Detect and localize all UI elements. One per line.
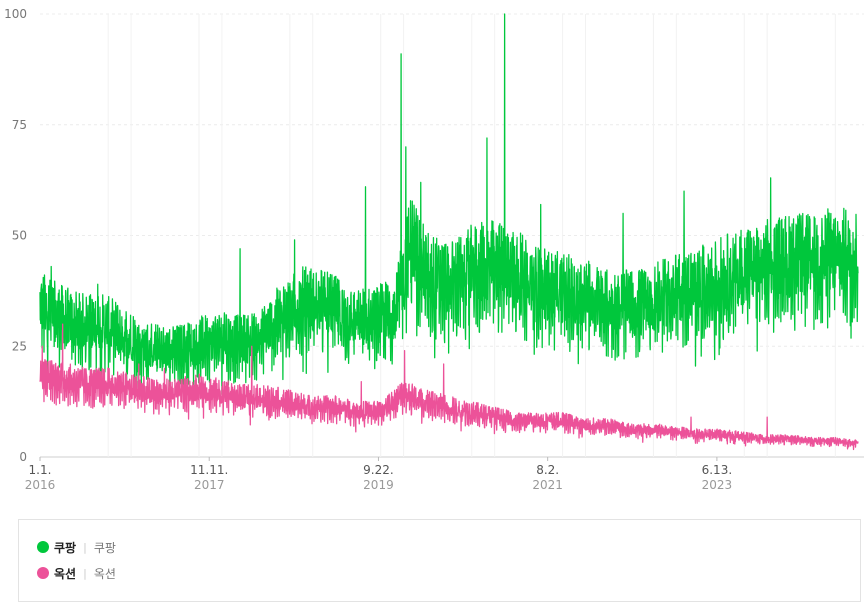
legend-separator: | <box>83 540 87 554</box>
legend-label: 옥션 <box>54 566 77 581</box>
series-line-coupang <box>39 13 859 397</box>
legend-label: 쿠팡 <box>54 540 77 555</box>
x-tick-label: 9.22. <box>363 463 394 477</box>
legend-sublabel: 옥션 <box>93 566 116 581</box>
legend-dot-icon <box>37 567 49 579</box>
x-tick-year-label: 2023 <box>702 478 733 492</box>
x-axis-ticks: 1.1.2016 11.11.2017 9.22.2019 8.2.2021 6.13.… <box>25 457 732 492</box>
y-axis-ticks: 0 25 50 75 100 <box>4 7 27 464</box>
y-tick-label: 0 <box>19 450 27 464</box>
legend: 쿠팡 | 쿠팡 옥션 | 옥션 <box>18 519 861 602</box>
y-tick-label: 50 <box>12 229 27 243</box>
y-tick-label: 75 <box>12 118 27 132</box>
legend-item-auction[interactable]: 옥션 | 옥션 <box>37 563 116 583</box>
legend-item-coupang[interactable]: 쿠팡 | 쿠팡 <box>37 537 116 557</box>
y-tick-label: 25 <box>12 339 27 353</box>
x-tick-label: 6.13. <box>702 463 733 477</box>
x-tick-year-label: 2016 <box>25 478 56 492</box>
line-chart: 0 25 50 75 100 1.1.2016 11.11.2017 9.22.2019 8.… <box>4 7 864 492</box>
x-tick-label: 1.1. <box>29 463 52 477</box>
x-tick-year-label: 2017 <box>194 478 225 492</box>
legend-sublabel: 쿠팡 <box>93 540 116 555</box>
x-tick-label: 11.11. <box>190 463 228 477</box>
x-tick-label: 8.2. <box>536 463 559 477</box>
legend-separator: | <box>83 566 87 580</box>
x-tick-year-label: 2019 <box>363 478 394 492</box>
legend-dot-icon <box>37 541 49 553</box>
series-line-auction <box>39 323 859 451</box>
series-lines <box>39 13 859 451</box>
x-tick-year-label: 2021 <box>532 478 563 492</box>
y-tick-label: 100 <box>4 7 27 21</box>
